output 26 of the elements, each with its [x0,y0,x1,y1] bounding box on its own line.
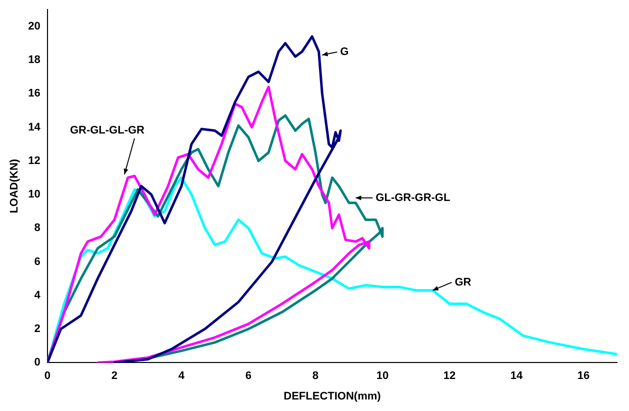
x-tick-label: 16 [577,370,590,382]
y-tick-label: 2 [34,323,40,336]
y-tick-label: 10 [28,188,40,201]
annotation: GR-GL-GL-GR [70,124,145,136]
x-tick-label: 14 [510,370,524,382]
x-tick-label: 0 [44,370,50,382]
y-tick-label: 12 [28,154,40,167]
y-tick-label: 14 [28,121,42,134]
annotation: GR [454,276,472,288]
annotation: G [340,46,349,58]
y-tick-label: 16 [28,88,40,100]
y-tick-label: 0 [34,356,40,369]
x-tick-label: 6 [245,370,252,382]
x-tick-label: 10 [376,370,389,382]
y-tick-label: 8 [34,222,40,234]
y-tick-label: 18 [28,54,40,66]
x-tick-label: 2 [111,370,118,382]
x-tick-label: 12 [443,370,456,382]
y-tick-label: 4 [34,289,42,302]
annotation: GL-GR-GR-GL [376,192,450,204]
y-tick-label: 20 [28,20,40,32]
y-axis-title: LOAD(KN) [8,158,21,214]
x-tick-label: 4 [178,370,186,382]
y-tick-label: 6 [34,256,40,268]
x-tick-label: 8 [312,370,319,382]
x-axis-title: DEFLECTION(mm) [284,390,382,402]
